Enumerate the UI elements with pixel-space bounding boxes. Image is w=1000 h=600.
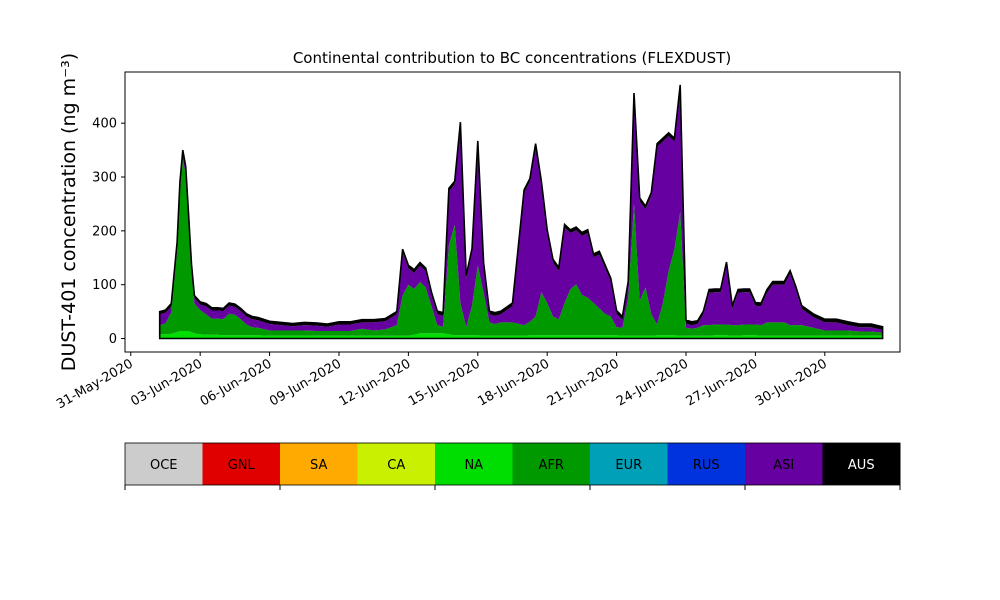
legend-label-rus: RUS xyxy=(693,458,720,473)
legend-colorbar: OCE GNL SA CA NA AFR EUR RUS ASI AUS xyxy=(124,442,901,490)
legend-label-eur: EUR xyxy=(615,458,642,473)
x-tick-label: 24-Jun-2020 xyxy=(614,356,691,409)
area-series-afr xyxy=(159,158,883,336)
chart-title: Continental contribution to BC concentra… xyxy=(293,49,731,67)
legend-swatch-eur xyxy=(590,443,668,485)
legend-label-asi: ASI xyxy=(773,458,794,473)
stacked-areas xyxy=(159,84,883,339)
legend-label-ca: CA xyxy=(387,458,405,473)
x-tick-label: 21-Jun-2020 xyxy=(545,356,622,409)
legend-label-sa: SA xyxy=(310,458,327,473)
y-tick-label: 100 xyxy=(92,278,117,293)
area-series-aus xyxy=(159,84,883,330)
x-tick-label: 03-Jun-2020 xyxy=(128,356,205,409)
legend-swatch-na xyxy=(435,443,513,485)
legend-swatch-sa xyxy=(280,443,358,485)
legend-label-aus: AUS xyxy=(848,458,875,473)
legend-swatch-oce xyxy=(125,443,203,485)
legend-swatch-ca xyxy=(357,443,436,485)
legend-swatch-afr xyxy=(512,443,591,485)
x-tick-label: 12-Jun-2020 xyxy=(337,356,414,409)
legend-swatch-asi xyxy=(745,443,823,485)
area-series-na xyxy=(159,331,883,339)
y-tick-label: 300 xyxy=(92,171,117,186)
legend-label-oce: OCE xyxy=(150,458,178,473)
legend-swatch-gnl xyxy=(202,443,281,485)
legend-label-na: NA xyxy=(464,458,483,473)
legend-swatch-rus xyxy=(667,443,746,485)
y-axis-label: DUST-401 concentration (ng m⁻³) xyxy=(58,53,80,371)
x-tick-label: 15-Jun-2020 xyxy=(406,356,483,409)
y-tick-label: 200 xyxy=(92,224,117,239)
plot-frame xyxy=(124,71,901,353)
y-axis: 0 100 200 300 400 xyxy=(92,117,125,347)
x-tick-label: 27-Jun-2020 xyxy=(684,356,761,409)
legend-label-gnl: GNL xyxy=(228,458,256,473)
x-tick-label: 30-Jun-2020 xyxy=(753,356,830,409)
x-tick-label: 09-Jun-2020 xyxy=(267,356,344,409)
y-tick-label: 400 xyxy=(92,117,117,132)
x-tick-label: 18-Jun-2020 xyxy=(475,356,552,409)
x-tick-label: 06-Jun-2020 xyxy=(198,356,275,409)
total-concentration-line xyxy=(158,84,884,340)
area-series-asi xyxy=(159,88,883,333)
legend-frame xyxy=(124,442,901,486)
x-axis: 31-May-202003-Jun-202006-Jun-202009-Jun-… xyxy=(54,352,830,412)
legend-label-afr: AFR xyxy=(539,458,564,473)
legend-swatch-aus xyxy=(822,443,901,485)
y-tick-label: 0 xyxy=(109,332,117,347)
